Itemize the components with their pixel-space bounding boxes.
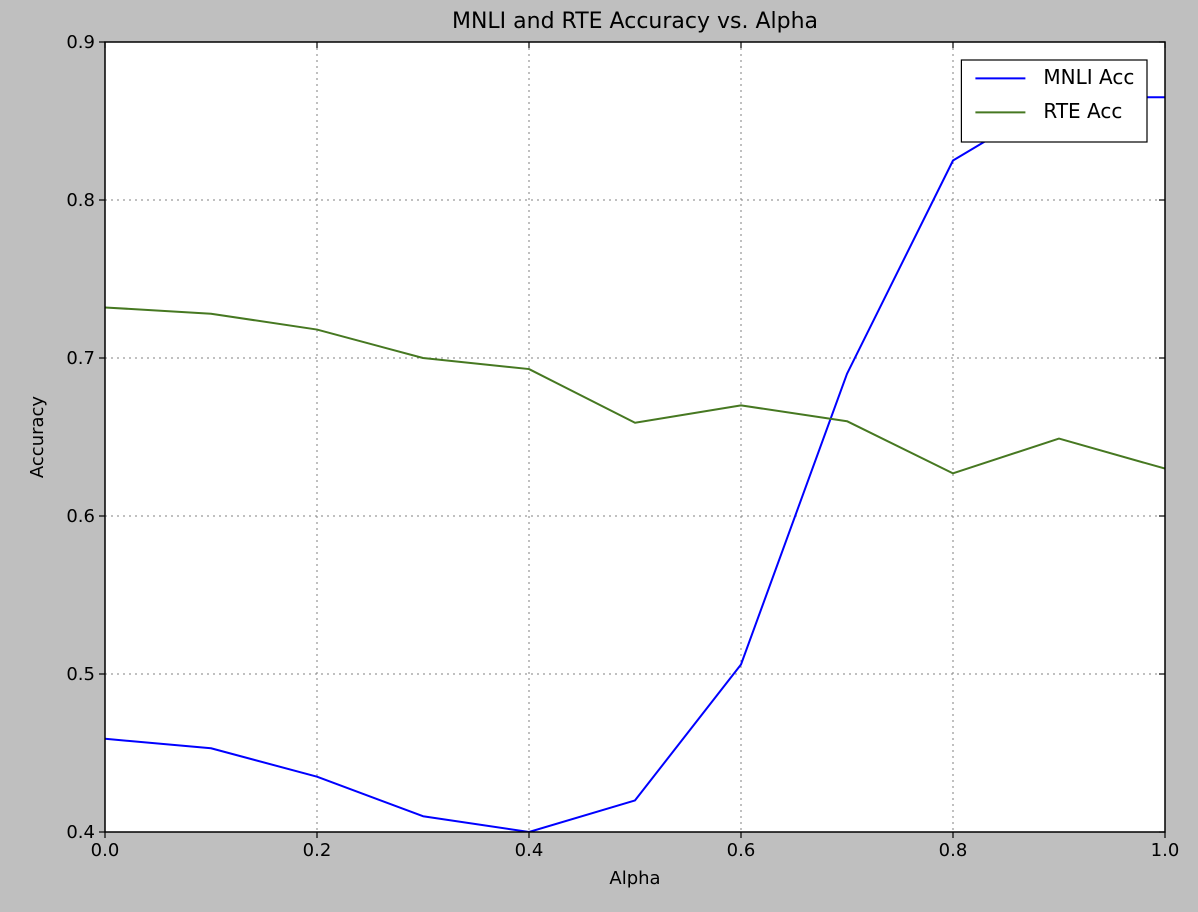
chart-svg: 0.0 0.2 0.4 0.6 0.8 1.0 0.4 0.5 0.6 0.7 0.8 0.9 MNLI…: [0, 0, 1198, 912]
y-tick-label: 0.4: [66, 822, 95, 843]
plot-background: [105, 42, 1165, 832]
x-tick-label: 0.2: [303, 840, 332, 861]
x-tick-label: 0.0: [91, 840, 120, 861]
y-tick-label: 0.5: [66, 664, 95, 685]
x-tick-label: 0.8: [939, 840, 968, 861]
legend-label: MNLI Acc: [1043, 65, 1134, 89]
x-tick-label: 1.0: [1151, 840, 1180, 861]
x-tick-label: 0.4: [515, 840, 544, 861]
y-tick-label: 0.8: [66, 190, 95, 211]
x-axis-label: Alpha: [609, 868, 660, 889]
y-tick-label: 0.7: [66, 348, 95, 369]
chart-title: MNLI and RTE Accuracy vs. Alpha: [452, 9, 818, 34]
x-tick-label: 0.6: [727, 840, 756, 861]
legend: MNLI Acc RTE Acc: [961, 60, 1147, 142]
y-tick-label: 0.9: [66, 32, 95, 53]
figure-container: 0.0 0.2 0.4 0.6 0.8 1.0 0.4 0.5 0.6 0.7 0.8 0.9 MNLI…: [0, 0, 1198, 912]
y-axis-label: Accuracy: [27, 396, 48, 479]
y-tick-label: 0.6: [66, 506, 95, 527]
legend-label: RTE Acc: [1043, 99, 1122, 123]
